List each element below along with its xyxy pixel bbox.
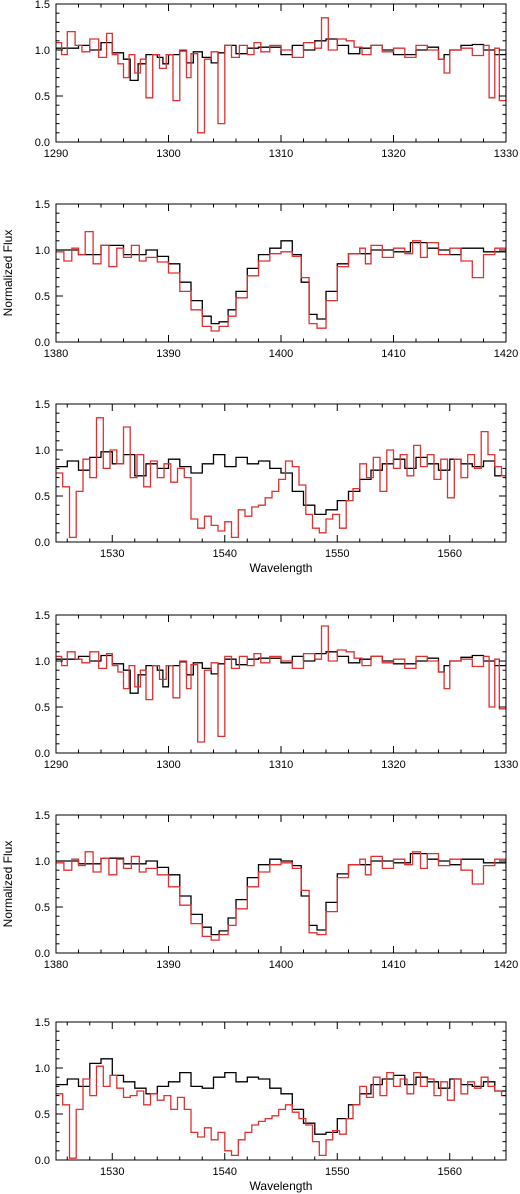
y-axis-title: Normalized Flux: [1, 841, 15, 928]
x-tick-label: 1540: [213, 548, 237, 560]
y-tick-label: 1.5: [35, 810, 50, 822]
y-tick-label: 0.5: [35, 291, 50, 303]
y-tick-label: 1.5: [35, 399, 50, 411]
y-tick-label: 1.0: [35, 656, 50, 668]
panel-frame: [55, 403, 507, 543]
model-spectrum-line: [56, 1058, 506, 1135]
x-tick-label: 1540: [213, 1166, 237, 1178]
panel-frame: [55, 814, 507, 954]
x-tick-label: 1320: [381, 759, 405, 771]
observed-spectrum-line: [56, 1065, 506, 1159]
y-tick-label: 0.0: [35, 537, 50, 549]
panel-frame: [55, 1021, 507, 1161]
x-tick-label: 1330: [494, 148, 518, 160]
observed-spectrum-line: [56, 625, 506, 743]
panel-1: 1290 1300 1310 1320 1330 0.0 0.5 1.0 1.5: [35, 0, 519, 160]
y-tick-label: 1.0: [35, 1063, 50, 1075]
y-tick-label: 1.0: [35, 445, 50, 457]
panel-3: 1530 1540 1550 1560 0.0 0.5 1.0 1.5 Wavelength: [35, 399, 507, 575]
y-tick-label: 1.0: [35, 245, 50, 257]
observed-spectrum-line: [56, 417, 506, 539]
y-axis-title: Normalized Flux: [1, 230, 15, 317]
y-tick-label: 1.0: [35, 45, 50, 57]
x-tick-label: 1380: [44, 348, 68, 360]
x-tick-label: 1420: [494, 959, 518, 971]
panel-4: 1290 1300 1310 1320 1330 0.0 0.5 1.0 1.5: [35, 610, 519, 771]
x-tick-label: 1310: [269, 148, 293, 160]
x-tick-label: 1300: [156, 148, 180, 160]
plot-area: [56, 1058, 506, 1159]
x-axis-title: Wavelength: [250, 1179, 313, 1193]
y-tick-label: 0.0: [35, 1155, 50, 1167]
x-tick-label: 1400: [269, 348, 293, 360]
plot-area: [56, 625, 506, 743]
x-tick-label: 1290: [44, 759, 68, 771]
panel-6: 1530 1540 1550 1560 0.0 0.5 1.0 1.5 Wavelength: [35, 1017, 507, 1193]
x-tick-label: 1530: [100, 548, 124, 560]
x-tick-label: 1320: [381, 148, 405, 160]
model-spectrum-line: [56, 451, 506, 516]
panel-2: 1380 1390 1400 1410 1420 0.0 0.5 1.0 1.5 Normaliz…: [1, 199, 518, 360]
x-tick-label: 1550: [325, 548, 349, 560]
x-tick-label: 1410: [381, 959, 405, 971]
y-tick-label: 0.5: [35, 1109, 50, 1121]
x-tick-label: 1300: [156, 759, 180, 771]
x-tick-label: 1410: [381, 348, 405, 360]
y-tick-label: 1.0: [35, 856, 50, 868]
y-tick-label: 0.0: [35, 948, 50, 960]
observed-spectrum-line: [56, 17, 506, 134]
x-tick-label: 1550: [325, 1166, 349, 1178]
x-tick-label: 1420: [494, 348, 518, 360]
y-tick-label: 1.5: [35, 610, 50, 622]
x-tick-label: 1560: [438, 1166, 462, 1178]
plot-area: [56, 851, 506, 941]
y-tick-label: 0.5: [35, 902, 50, 914]
y-tick-label: 1.5: [35, 0, 50, 11]
x-tick-label: 1560: [438, 548, 462, 560]
panel-5: 1380 1390 1400 1410 1420 0.0 0.5 1.0 1.5 Normaliz…: [1, 810, 518, 971]
x-tick-label: 1380: [44, 959, 68, 971]
x-tick-label: 1390: [156, 959, 180, 971]
observed-spectrum-line: [56, 851, 506, 941]
plot-area: [56, 230, 506, 332]
plot-area: [56, 17, 506, 134]
y-tick-label: 0.5: [35, 491, 50, 503]
y-tick-label: 0.5: [35, 702, 50, 714]
y-tick-label: 0.0: [35, 337, 50, 349]
y-tick-label: 0.5: [35, 91, 50, 103]
x-tick-label: 1390: [156, 348, 180, 360]
x-tick-label: 1290: [44, 148, 68, 160]
y-tick-label: 0.0: [35, 748, 50, 760]
observed-spectrum-line: [56, 230, 506, 332]
x-tick-label: 1530: [100, 1166, 124, 1178]
x-tick-label: 1310: [269, 759, 293, 771]
y-tick-label: 1.5: [35, 1017, 50, 1029]
x-tick-label: 1330: [494, 759, 518, 771]
plot-area: [56, 417, 506, 539]
y-tick-label: 0.0: [35, 137, 50, 149]
x-tick-label: 1400: [269, 959, 293, 971]
x-axis-title: Wavelength: [250, 561, 313, 575]
y-tick-label: 1.5: [35, 199, 50, 211]
panel-frame: [55, 203, 507, 343]
